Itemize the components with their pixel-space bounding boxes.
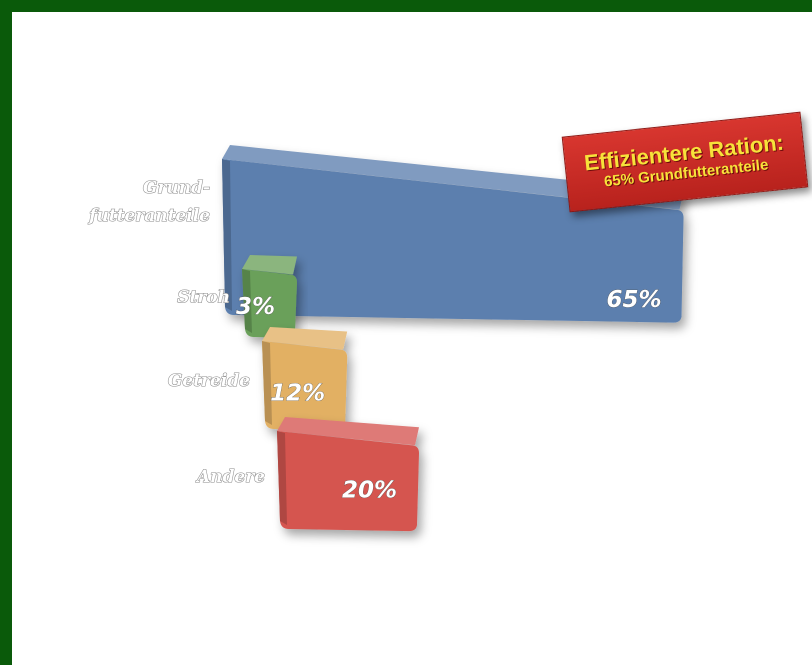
bar-andere [277, 417, 419, 532]
bar-side-stroh [242, 269, 252, 333]
bar-top-getreide [262, 327, 348, 350]
chart-svg: 65% Grund-futteranteile 3% Stroh 12% Getreide… [88, 145, 684, 532]
bar-getreide [262, 327, 348, 431]
bar-top-andere [277, 417, 419, 446]
bar-front-getreide [262, 341, 348, 431]
value-label-grund-futteranteile: 65% [606, 287, 661, 313]
chart-frame: 65% Grund-futteranteile 3% Stroh 12% Getreide… [12, 12, 812, 665]
value-label-andere: 20% [342, 478, 397, 504]
bar-front-stroh [242, 269, 297, 338]
category-label-stroh: Stroh [177, 288, 230, 308]
bar-side-getreide [262, 341, 272, 425]
bar-top-stroh [242, 255, 297, 275]
category-label-getreide: Getreide [168, 371, 250, 391]
bar-side-grund-futteranteile [222, 159, 232, 311]
category-label-grund-futteranteile-1: Grund- [143, 178, 210, 198]
bar-front-andere [277, 431, 419, 532]
value-label-getreide: 12% [270, 380, 325, 406]
category-label-andere: Andere [195, 467, 265, 487]
category-label-grund-futteranteile-2: futteranteile [88, 206, 210, 226]
bar-stroh [242, 255, 297, 338]
bar-side-andere [277, 431, 287, 525]
value-label-stroh: 3% [236, 294, 275, 320]
